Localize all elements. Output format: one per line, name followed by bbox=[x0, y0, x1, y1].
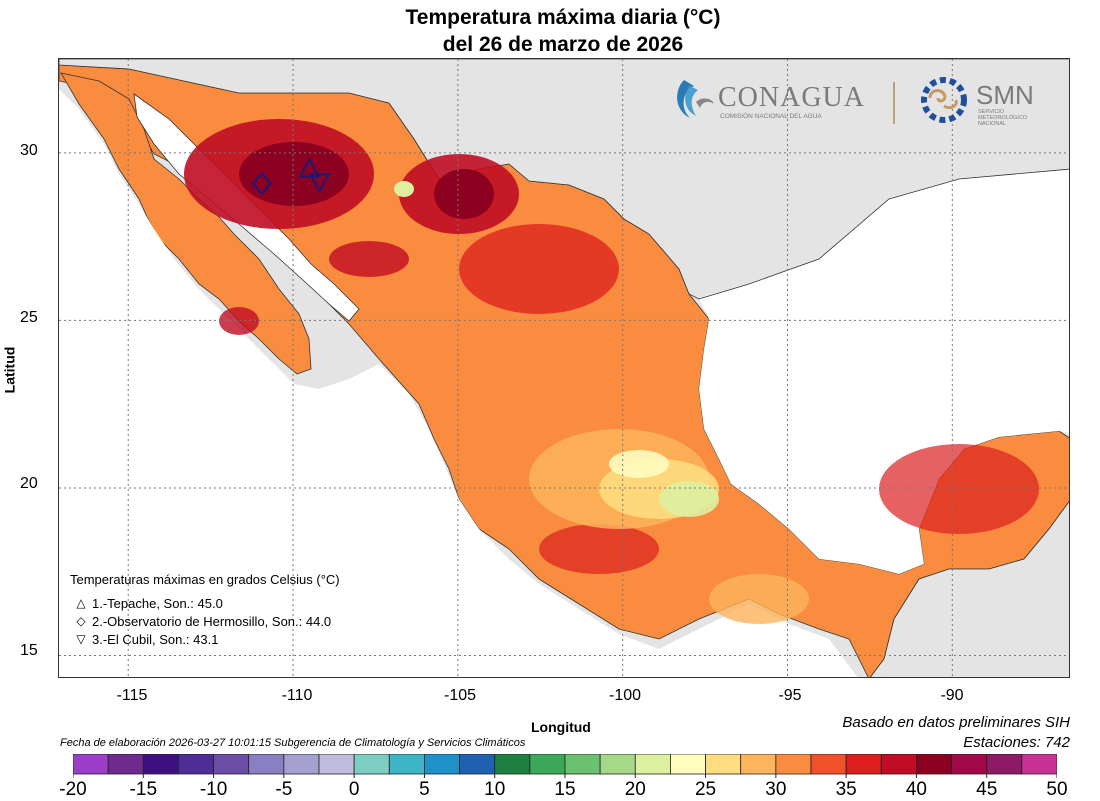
station-marker bbox=[308, 173, 331, 194]
map-subtitle: del 26 de marzo de 2026 bbox=[442, 33, 684, 56]
color-swatch bbox=[283, 754, 320, 775]
color-swatch bbox=[599, 754, 636, 775]
color-scale-label: 50 bbox=[1046, 779, 1068, 800]
color-scale-label: 0 bbox=[348, 779, 360, 800]
color-scale-label: 40 bbox=[905, 779, 927, 800]
legend-heading: Temperaturas máximas en grados Celsius (… bbox=[70, 572, 340, 587]
lon-tick-100: -100 bbox=[608, 687, 642, 704]
lon-tick-90: -90 bbox=[940, 687, 964, 704]
usa-land bbox=[59, 59, 1069, 300]
color-scale-label: 5 bbox=[419, 779, 430, 800]
color-swatch bbox=[670, 754, 706, 775]
y-axis-title: Latitud bbox=[1, 346, 18, 394]
color-scale-label: 20 bbox=[624, 779, 646, 800]
color-swatch bbox=[142, 754, 179, 775]
legend-item-text: 3.-El Cubil, Son.: 43.1 bbox=[92, 631, 219, 647]
color-swatch bbox=[494, 754, 531, 775]
color-scale-label: 30 bbox=[765, 779, 787, 800]
lat-tick-30: 30 bbox=[20, 142, 38, 159]
legend-item: ◇ 2.-Observatorio de Hermosillo, Son.: 4… bbox=[70, 612, 340, 630]
station-marker bbox=[298, 157, 321, 178]
color-swatch bbox=[178, 754, 214, 775]
lon-tick-95: -95 bbox=[778, 687, 802, 704]
stations-count: Estaciones: 742 bbox=[963, 734, 1070, 751]
logos-panel: CONAGUA COMISIÓN NACIONAL DEL AGUA SMN S… bbox=[677, 77, 1034, 127]
color-swatch bbox=[740, 754, 777, 775]
color-scale-label: 25 bbox=[694, 779, 717, 800]
legend-item-text: 1.-Tepache, Son.: 45.0 bbox=[92, 595, 223, 611]
color-scale-label: 15 bbox=[554, 779, 576, 800]
color-scale-label: -15 bbox=[129, 779, 158, 800]
color-scale-label: 10 bbox=[484, 779, 506, 800]
triangle-down-icon: ▽ bbox=[76, 632, 86, 646]
color-scale-label: -10 bbox=[199, 779, 228, 800]
color-swatch bbox=[107, 754, 144, 775]
temperature-map bbox=[59, 59, 1069, 677]
smn-subtitle-3: NACIONAL bbox=[978, 121, 1006, 127]
conagua-logo-icon bbox=[677, 80, 714, 118]
color-swatch bbox=[459, 754, 496, 775]
color-swatch bbox=[213, 754, 250, 775]
data-basis-note: Basado en datos preliminares SIH bbox=[842, 714, 1070, 731]
legend-item-text: 2.-Observatorio de Hermosillo, Son.: 44.… bbox=[92, 613, 332, 629]
triangle-up-icon: △ bbox=[76, 596, 86, 610]
color-swatch bbox=[318, 754, 355, 775]
gridlines bbox=[59, 59, 1069, 677]
conagua-subtitle: COMISIÓN NACIONAL DEL AGUA bbox=[720, 111, 822, 120]
color-swatch bbox=[529, 754, 566, 775]
lon-tick-110: -110 bbox=[281, 687, 313, 704]
map-title: Temperatura máxima diaria (°C) bbox=[405, 6, 721, 29]
baja-peninsula bbox=[60, 72, 312, 375]
legend-item: ▽ 3.-El Cubil, Son.: 43.1 bbox=[70, 630, 340, 648]
lon-tick-105: -105 bbox=[443, 687, 477, 704]
elaboration-date: Fecha de elaboración 2026-03-27 10:01:15… bbox=[60, 737, 526, 749]
lon-tick-115: -115 bbox=[116, 687, 148, 704]
station-legend: Temperaturas máximas en grados Celsius (… bbox=[70, 572, 340, 648]
smn-logo-icon bbox=[921, 77, 967, 123]
color-swatch bbox=[880, 754, 917, 775]
station-markers bbox=[251, 157, 331, 196]
color-swatch bbox=[951, 754, 988, 775]
color-scale-label: -20 bbox=[59, 779, 87, 800]
color-swatch bbox=[1021, 754, 1057, 775]
color-swatch bbox=[388, 754, 425, 775]
station-marker bbox=[251, 172, 273, 196]
smn-subtitle-2: METEOROLÓGICO bbox=[978, 114, 1028, 121]
lat-tick-25: 25 bbox=[20, 309, 38, 326]
color-scale-label: 45 bbox=[976, 779, 998, 800]
color-swatch bbox=[916, 754, 952, 775]
conagua-name: CONAGUA bbox=[718, 82, 865, 113]
color-scale-bar bbox=[73, 754, 1057, 778]
color-swatch bbox=[353, 754, 390, 775]
color-swatch bbox=[705, 754, 742, 775]
color-swatch bbox=[564, 754, 601, 775]
legend-item: △ 1.-Tepache, Son.: 45.0 bbox=[70, 594, 340, 612]
color-swatch bbox=[845, 754, 882, 775]
color-scale-label: 35 bbox=[835, 779, 857, 800]
color-swatch bbox=[424, 754, 460, 775]
color-swatch bbox=[986, 754, 1023, 775]
color-swatch bbox=[775, 754, 812, 775]
color-swatch bbox=[634, 754, 671, 775]
smn-name: SMN bbox=[976, 80, 1034, 110]
pacific-ocean bbox=[59, 89, 858, 677]
diamond-icon: ◇ bbox=[76, 614, 86, 628]
color-swatch bbox=[248, 754, 285, 775]
map-panel[interactable] bbox=[58, 58, 1070, 678]
color-swatch bbox=[810, 754, 847, 775]
color-scale-label: -5 bbox=[275, 779, 293, 800]
x-axis-title: Longitud bbox=[531, 719, 591, 735]
gulf-of-mexico bbox=[699, 169, 1069, 574]
lat-tick-15: 15 bbox=[20, 642, 38, 659]
color-swatch bbox=[73, 754, 109, 775]
central-america-land bbox=[870, 501, 1069, 677]
smn-subtitle-1: SERVICIO bbox=[978, 109, 1005, 115]
lat-tick-20: 20 bbox=[20, 475, 38, 492]
